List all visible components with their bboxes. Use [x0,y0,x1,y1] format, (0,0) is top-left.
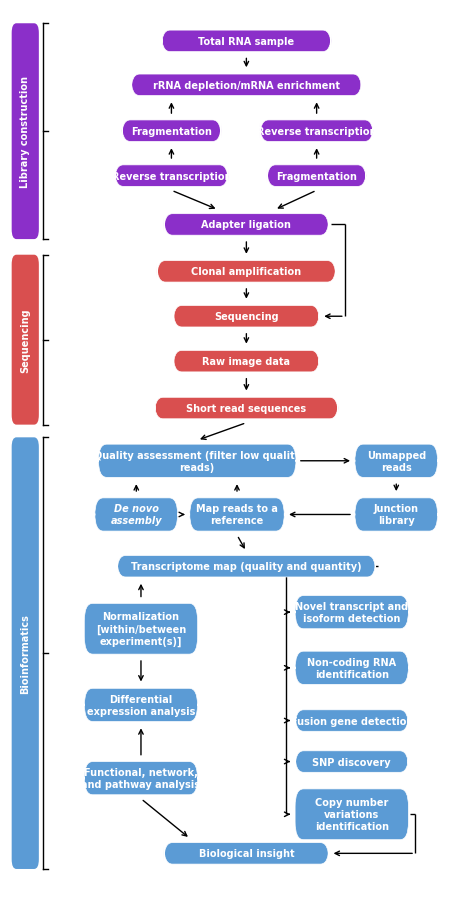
FancyBboxPatch shape [164,842,329,864]
FancyBboxPatch shape [155,398,338,419]
Text: rRNA depletion/mRNA enrichment: rRNA depletion/mRNA enrichment [153,80,340,90]
FancyBboxPatch shape [173,306,319,328]
Text: De novo
assembly: De novo assembly [110,504,162,526]
FancyBboxPatch shape [84,762,198,795]
FancyBboxPatch shape [157,261,336,283]
Text: Adapter ligation: Adapter ligation [201,220,292,230]
Text: Novel transcript and
isoform detection: Novel transcript and isoform detection [295,601,408,623]
Text: Library construction: Library construction [20,76,30,188]
FancyBboxPatch shape [115,165,228,187]
Text: Sequencing: Sequencing [214,312,279,321]
Text: Clonal amplification: Clonal amplification [191,267,301,277]
Text: Copy number
variations
identification: Copy number variations identification [315,797,389,832]
Text: Raw image data: Raw image data [202,357,291,367]
Text: Biological insight: Biological insight [199,849,294,859]
Text: Reverse transcription: Reverse transcription [112,172,231,182]
FancyBboxPatch shape [295,596,409,629]
FancyBboxPatch shape [355,444,438,478]
Text: Reverse transcription: Reverse transcription [257,126,376,136]
Text: Functional, network,
and pathway analysis: Functional, network, and pathway analysi… [82,768,201,789]
FancyBboxPatch shape [164,214,329,236]
FancyBboxPatch shape [190,498,284,532]
Text: Total RNA sample: Total RNA sample [198,37,294,47]
Text: Fragmentation: Fragmentation [276,172,357,182]
Text: Normalization
[within/between
experiment(s)]: Normalization [within/between experiment… [96,612,186,647]
FancyBboxPatch shape [295,751,409,772]
FancyBboxPatch shape [84,604,198,655]
Text: Differential
expression analysis: Differential expression analysis [87,694,195,716]
Text: Sequencing: Sequencing [20,308,30,373]
Text: Fragmentation: Fragmentation [131,126,212,136]
FancyBboxPatch shape [12,256,39,425]
FancyBboxPatch shape [162,31,331,52]
FancyBboxPatch shape [95,498,178,532]
Text: Fusion gene detection: Fusion gene detection [291,716,413,726]
FancyBboxPatch shape [12,24,39,240]
FancyBboxPatch shape [84,689,198,721]
FancyBboxPatch shape [260,121,374,143]
Text: Map reads to a
reference: Map reads to a reference [196,504,278,526]
Text: Junction
library: Junction library [374,504,419,526]
FancyBboxPatch shape [98,444,296,478]
Text: Bioinformatics: Bioinformatics [20,613,30,694]
FancyBboxPatch shape [295,710,409,731]
FancyBboxPatch shape [267,165,366,187]
FancyBboxPatch shape [117,556,376,577]
Text: Quality assessment (filter low quality
reads): Quality assessment (filter low quality r… [94,451,301,472]
Text: Unmapped
reads: Unmapped reads [367,451,426,472]
Text: Transcriptome map (quality and quantity): Transcriptome map (quality and quantity) [131,562,362,572]
FancyBboxPatch shape [131,75,362,97]
FancyBboxPatch shape [355,498,438,532]
FancyBboxPatch shape [295,789,409,840]
FancyBboxPatch shape [173,351,319,372]
FancyBboxPatch shape [122,121,221,143]
FancyBboxPatch shape [12,438,39,869]
Text: Short read sequences: Short read sequences [186,404,306,414]
FancyBboxPatch shape [295,651,409,684]
Text: Non-coding RNA
identification: Non-coding RNA identification [307,657,396,679]
Text: SNP discovery: SNP discovery [312,757,391,767]
